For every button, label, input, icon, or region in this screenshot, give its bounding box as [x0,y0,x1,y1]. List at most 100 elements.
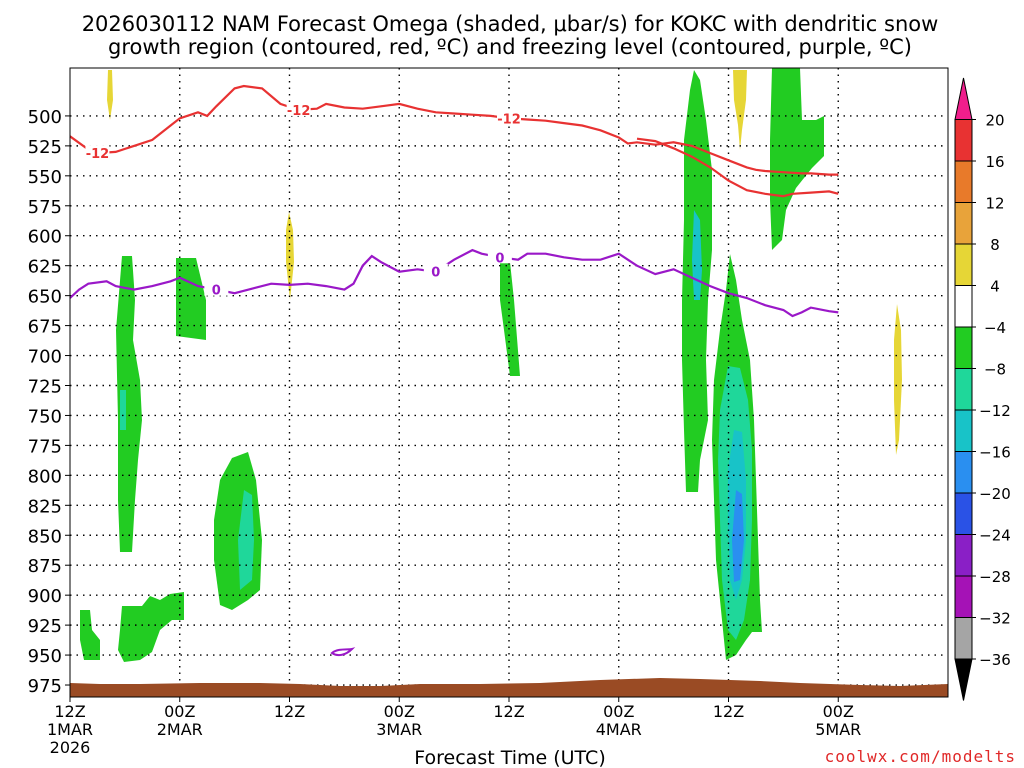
colorbar-label: 16 [985,153,1004,171]
contour-label: -12 [497,112,521,127]
colorbar-cell [954,451,973,494]
x-tick-label: 00Z [823,702,854,721]
contour-label: 0 [212,284,221,299]
omega-area [770,68,824,250]
x-tick-label: 12Z [493,702,524,721]
x-axis-title: Forecast Time (UTC) [414,747,605,768]
y-tick-label: 525 [28,137,62,158]
colorbar: 20 16 12 8 4 −4 −8 −12 −16 −20 −24 −28 −32 −36 [954,77,1011,701]
y-tick-label: 500 [28,107,62,128]
credit-text: coolwx.com/modelts [825,747,1016,766]
omega-area [500,258,520,376]
contour-line [69,84,839,176]
y-tick-label: 625 [28,257,62,278]
contour-line [636,137,839,198]
colorbar-label: 12 [985,195,1004,213]
y-tick-label: 775 [28,436,62,457]
y-tick-label: 700 [28,347,62,368]
colorbar-cell [954,243,973,286]
y-axis: 500 525 550 575 600 625 650 675 700 725 750 775 800 8… [28,107,70,697]
chart-title-line-1: 2026030112 NAM Forecast Omega (shaded, μ… [82,12,939,36]
colorbar-label: −20 [979,485,1011,503]
omega-area [118,592,184,662]
x-tick-label: 4MAR [596,720,642,739]
y-tick-label: 925 [28,616,62,637]
y-tick-label: 675 [28,317,62,338]
colorbar-label: −4 [984,319,1006,337]
colorbar-cell-arrow-bottom [954,658,973,701]
colorbar-label: −36 [979,651,1011,669]
omega-area [733,70,747,150]
contour-label-bg [204,281,229,296]
colorbar-label: −28 [979,568,1011,586]
x-tick-label: 2MAR [157,720,203,739]
ground-surface [70,678,948,697]
colorbar-label: 20 [985,112,1004,130]
contour-label: 0 [495,251,504,266]
y-tick-label: 750 [28,406,62,427]
omega-area [107,70,113,120]
x-tick-label: 12Z [713,702,744,721]
contour-label: -12 [86,147,110,162]
omega-area [80,610,100,660]
x-tick-label: 5MAR [815,720,861,739]
y-tick-label: 550 [28,167,62,188]
y-tick-label: 900 [28,586,62,607]
colorbar-cell [954,326,973,369]
colorbar-cell [954,160,973,203]
y-tick-label: 575 [28,197,62,218]
colorbar-label: −24 [979,527,1011,545]
colorbar-label: 4 [990,278,1000,296]
contour-label-bg [497,110,521,125]
contour-label: -12 [287,104,311,119]
contour-label: 0 [431,266,440,281]
x-tick-label: 12Z [54,702,85,721]
omega-area [286,212,294,300]
y-tick-label: 800 [28,466,62,487]
y-tick-label: 600 [28,227,62,248]
omega-area [692,210,702,300]
y-tick-label: 975 [28,676,62,697]
colorbar-label: −8 [984,361,1006,379]
contour-lines: 0 0 0 -12 -12 -12 [69,84,839,657]
colorbar-cell [954,119,973,162]
x-tick-label: 00Z [603,702,634,721]
colorbar-cell-arrow-top [954,77,973,120]
omega-area [120,390,126,430]
omega-area [894,304,902,455]
contour-label-bg [85,145,110,160]
y-tick-label: 825 [28,496,62,517]
y-tick-label: 850 [28,526,62,547]
contour-label-bg [423,263,448,278]
omega-area [238,490,254,590]
colorbar-cell [954,409,973,452]
omega-area [116,256,142,552]
x-tick-label: 12Z [274,702,305,721]
colorbar-cell [954,492,973,535]
y-tick-label: 950 [28,646,62,667]
y-tick-label: 875 [28,556,62,577]
colorbar-cell [954,575,973,618]
x-tick-label: 2026 [50,738,91,757]
colorbar-label: −32 [979,610,1011,628]
colorbar-label: 8 [990,236,1000,254]
contour-label-bg [286,101,311,116]
chart-title-line-2: growth region (contoured, red, ºC) and f… [108,35,912,59]
x-tick-label: 00Z [384,702,415,721]
x-tick-label: 1MAR [47,720,93,739]
x-tick-label: 00Z [164,702,195,721]
colorbar-cell [954,368,973,411]
colorbar-cell [954,202,973,245]
colorbar-cell [954,617,973,660]
colorbar-cell [954,285,973,328]
colorbar-cell [954,534,973,577]
y-tick-label: 725 [28,376,62,397]
y-tick-label: 650 [28,287,62,308]
grid-lines [70,68,948,697]
contour-label-bg [487,249,512,264]
colorbar-label: −16 [979,444,1011,462]
x-tick-label: 3MAR [376,720,422,739]
colorbar-label: −12 [979,402,1011,420]
